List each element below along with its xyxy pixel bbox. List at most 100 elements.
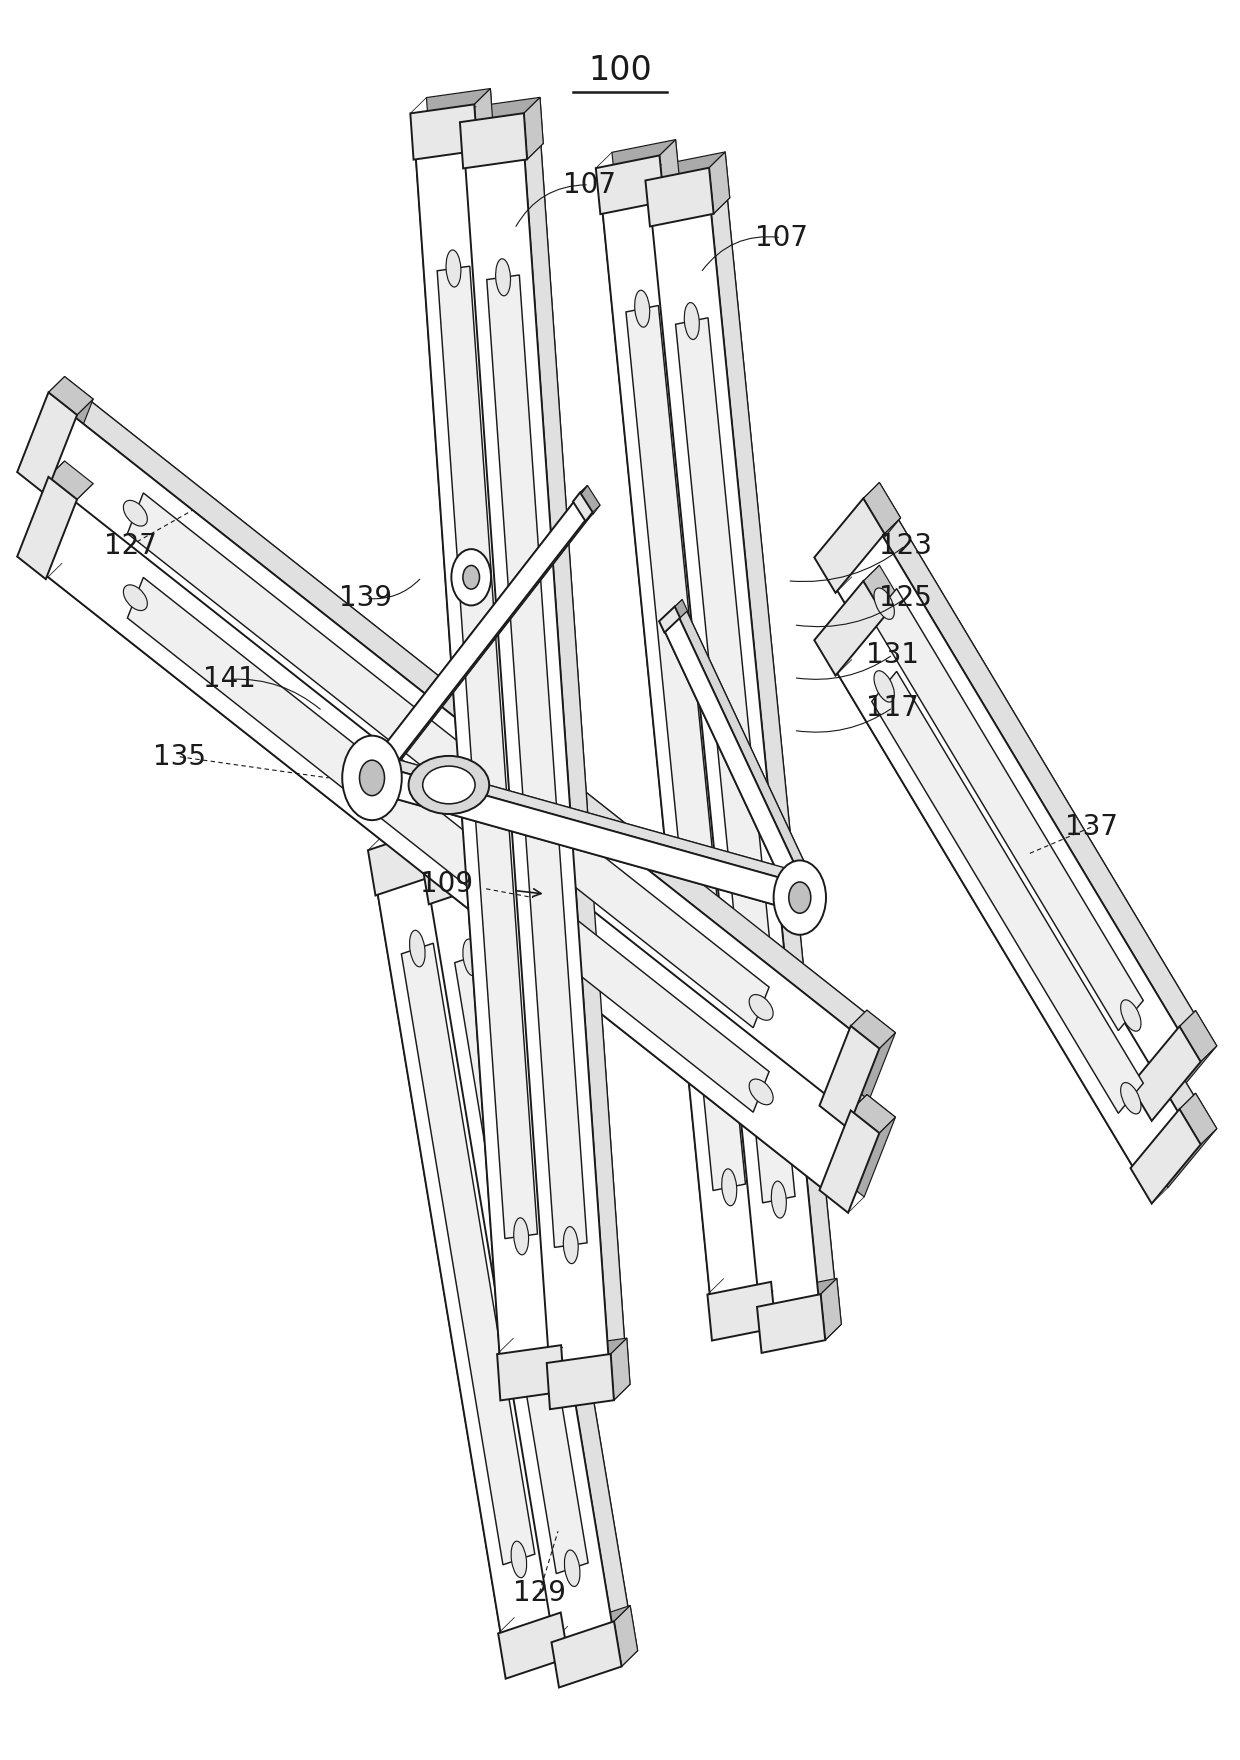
Ellipse shape	[513, 1218, 528, 1255]
Polygon shape	[709, 176, 837, 1318]
Polygon shape	[616, 164, 787, 1301]
Polygon shape	[660, 139, 681, 201]
Polygon shape	[368, 753, 388, 764]
Polygon shape	[660, 164, 787, 1306]
Polygon shape	[560, 1329, 580, 1392]
Text: 135: 135	[154, 743, 206, 771]
Polygon shape	[563, 1338, 630, 1394]
Ellipse shape	[722, 1169, 737, 1206]
Polygon shape	[428, 866, 574, 1665]
Polygon shape	[485, 845, 631, 1644]
Polygon shape	[373, 753, 388, 785]
Polygon shape	[1131, 1109, 1200, 1204]
Text: 125: 125	[879, 584, 931, 612]
Polygon shape	[487, 275, 587, 1248]
Polygon shape	[48, 377, 93, 415]
Polygon shape	[476, 97, 543, 153]
Polygon shape	[827, 558, 1159, 1102]
Polygon shape	[460, 113, 527, 169]
Polygon shape	[474, 113, 577, 1369]
Polygon shape	[464, 137, 610, 1385]
Ellipse shape	[684, 303, 699, 340]
Polygon shape	[670, 605, 815, 898]
Text: 141: 141	[203, 665, 255, 693]
Text: 107: 107	[563, 171, 615, 199]
Polygon shape	[660, 607, 680, 632]
Polygon shape	[384, 813, 454, 880]
Polygon shape	[430, 813, 454, 875]
Ellipse shape	[408, 757, 490, 813]
Polygon shape	[414, 128, 560, 1376]
Polygon shape	[32, 407, 864, 1114]
Polygon shape	[872, 584, 1204, 1128]
Polygon shape	[62, 391, 880, 1040]
Polygon shape	[676, 319, 795, 1202]
Ellipse shape	[874, 588, 894, 620]
Circle shape	[774, 861, 826, 935]
Polygon shape	[484, 822, 507, 884]
Polygon shape	[723, 1265, 792, 1325]
Polygon shape	[821, 1278, 842, 1339]
Text: 100: 100	[588, 55, 652, 86]
Polygon shape	[872, 588, 1143, 1031]
Polygon shape	[523, 121, 626, 1378]
Polygon shape	[366, 491, 584, 769]
Circle shape	[360, 760, 384, 796]
Polygon shape	[370, 764, 802, 912]
Polygon shape	[366, 498, 589, 787]
Polygon shape	[455, 952, 588, 1573]
Polygon shape	[1179, 1010, 1216, 1061]
Text: 107: 107	[755, 224, 807, 252]
Polygon shape	[497, 1345, 564, 1401]
Ellipse shape	[771, 1181, 786, 1218]
Polygon shape	[378, 755, 811, 903]
Polygon shape	[843, 502, 1204, 1086]
Polygon shape	[1179, 1093, 1216, 1144]
Polygon shape	[662, 612, 807, 905]
Circle shape	[342, 736, 402, 820]
Polygon shape	[836, 1095, 895, 1197]
Polygon shape	[831, 482, 900, 577]
Polygon shape	[573, 486, 588, 502]
Ellipse shape	[409, 931, 425, 966]
Ellipse shape	[511, 1542, 527, 1577]
Polygon shape	[428, 861, 615, 1665]
Circle shape	[463, 565, 480, 590]
Polygon shape	[17, 392, 77, 495]
Polygon shape	[547, 1353, 614, 1410]
Polygon shape	[33, 461, 93, 563]
Polygon shape	[872, 671, 1143, 1114]
Polygon shape	[444, 845, 631, 1649]
Polygon shape	[368, 829, 438, 896]
Polygon shape	[645, 167, 714, 227]
Polygon shape	[815, 498, 884, 593]
Polygon shape	[414, 120, 517, 1376]
Polygon shape	[650, 192, 821, 1329]
Polygon shape	[1147, 1093, 1216, 1188]
Polygon shape	[580, 486, 600, 514]
Polygon shape	[410, 104, 477, 160]
Polygon shape	[667, 600, 687, 625]
Polygon shape	[707, 1281, 776, 1341]
Polygon shape	[48, 475, 880, 1183]
Polygon shape	[438, 266, 537, 1239]
Polygon shape	[595, 155, 665, 215]
Polygon shape	[128, 493, 769, 1028]
Polygon shape	[391, 836, 578, 1640]
Polygon shape	[560, 1596, 584, 1658]
Polygon shape	[432, 836, 578, 1635]
Polygon shape	[662, 620, 800, 905]
Polygon shape	[677, 605, 815, 891]
Polygon shape	[827, 517, 1188, 1102]
Polygon shape	[661, 151, 730, 211]
Polygon shape	[851, 1010, 895, 1049]
Ellipse shape	[749, 994, 773, 1021]
Polygon shape	[843, 584, 1204, 1169]
Text: 131: 131	[867, 641, 919, 669]
Ellipse shape	[749, 1079, 773, 1105]
Polygon shape	[792, 882, 807, 913]
Ellipse shape	[1121, 1082, 1141, 1114]
Polygon shape	[863, 482, 900, 533]
Polygon shape	[430, 113, 577, 1360]
Polygon shape	[128, 577, 769, 1112]
